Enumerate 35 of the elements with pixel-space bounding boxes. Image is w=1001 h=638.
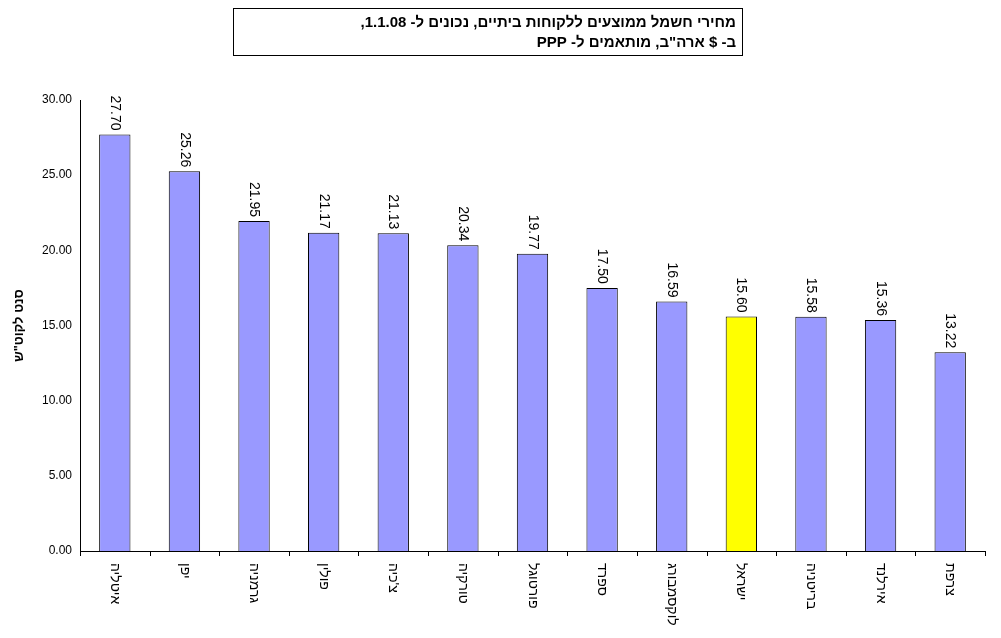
data-label: 15.58 (804, 277, 821, 313)
y-tick-label: 20.00 (41, 242, 73, 257)
data-label: 21.17 (316, 193, 333, 229)
data-label: 27.70 (107, 95, 124, 131)
data-label: 21.95 (247, 181, 264, 218)
y-tick-label: 15.00 (41, 317, 73, 332)
x-tick-label: פולין (316, 563, 333, 590)
x-tick-label: צרפת (943, 563, 960, 597)
data-label: 17.50 (595, 248, 612, 285)
x-tick-label: לוקסמבורג (664, 563, 681, 626)
y-tick-label: 0.00 (48, 543, 73, 558)
data-label: 15.36 (873, 281, 890, 317)
y-tick-label: 10.00 (41, 392, 73, 407)
x-tick-label: גרמניה (247, 563, 264, 604)
y-tick-label: 30.00 (41, 92, 73, 107)
x-tick-label: טורקיה (456, 563, 473, 604)
x-tick-label: ספרד (595, 563, 612, 596)
x-tick-label: בריטניה (804, 563, 821, 610)
data-label: 19.77 (525, 214, 542, 250)
y-tick-label: 5.00 (48, 468, 73, 483)
data-label: 20.34 (456, 206, 473, 242)
y-axis-title: סנט לקוט"ש (11, 289, 27, 362)
data-label: 16.59 (664, 262, 681, 298)
x-tick-label: פורטוגל (525, 563, 542, 609)
y-tick-label: 25.00 (41, 167, 73, 182)
x-tick-label: צ'כיה (386, 563, 403, 594)
x-tick-label: יפן (177, 563, 194, 579)
data-label: 21.13 (386, 194, 403, 230)
data-label: 15.60 (734, 277, 751, 313)
data-label: 13.22 (943, 313, 960, 349)
x-tick-label: איטליה (107, 563, 124, 605)
x-tick-label: ישראל (734, 563, 751, 601)
x-tick-label: אירלנד (873, 563, 890, 604)
chart-title: מחירי חשמל ממוצעים ללקוחות ביתיים, נכונים ל- 1.1.08, ב- $ ארה"ב, מותאמים ל- PPP (233, 8, 743, 56)
data-label: 25.26 (177, 132, 194, 168)
